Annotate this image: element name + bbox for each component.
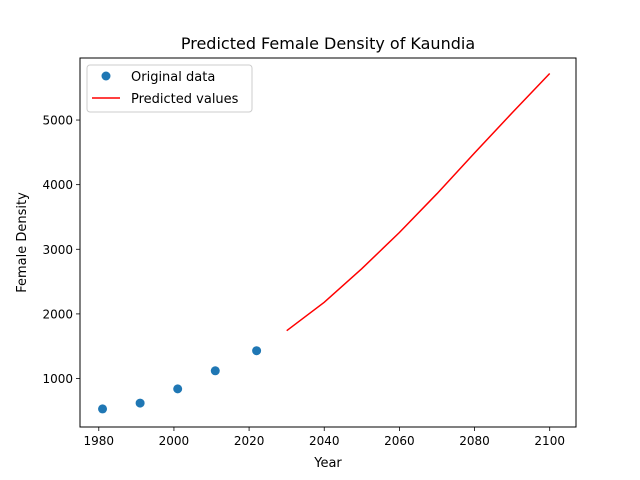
x-tick-label: 2040 — [309, 434, 340, 448]
original-data-point — [135, 398, 145, 408]
x-tick-label: 2100 — [534, 434, 565, 448]
x-axis: 1980 2000 2020 2040 2060 2080 2100 — [84, 427, 565, 448]
legend-box — [86, 64, 253, 113]
x-axis-label: Year — [313, 456, 342, 471]
x-tick-label: 2000 — [159, 434, 190, 448]
legend-label-original-data: Original data — [131, 70, 215, 85]
y-tick-label: 4000 — [42, 178, 73, 192]
original-data-point — [252, 346, 262, 356]
chart-title: Predicted Female Density of Kaundia — [181, 34, 475, 53]
y-axis-label: Female Density — [15, 192, 30, 293]
x-tick-label: 2080 — [459, 434, 490, 448]
y-tick-label: 5000 — [42, 114, 73, 128]
axes-frame — [79, 57, 577, 428]
y-tick-label: 3000 — [42, 243, 73, 257]
original-data-point — [173, 384, 183, 394]
predicted-values-line — [286, 72, 551, 332]
y-axis: 1000 2000 3000 4000 5000 — [42, 114, 80, 386]
original-data-point — [210, 366, 220, 376]
plot-area — [98, 72, 551, 414]
x-tick-label: 2020 — [234, 434, 265, 448]
x-tick-label: 2060 — [384, 434, 415, 448]
legend-marker-original-data — [101, 71, 111, 81]
legend: Original data Predicted values — [86, 64, 253, 113]
original-data-point — [98, 404, 108, 414]
y-tick-label: 1000 — [42, 372, 73, 386]
legend-label-predicted-values: Predicted values — [131, 92, 239, 107]
y-tick-label: 2000 — [42, 307, 73, 321]
x-tick-label: 1980 — [84, 434, 115, 448]
